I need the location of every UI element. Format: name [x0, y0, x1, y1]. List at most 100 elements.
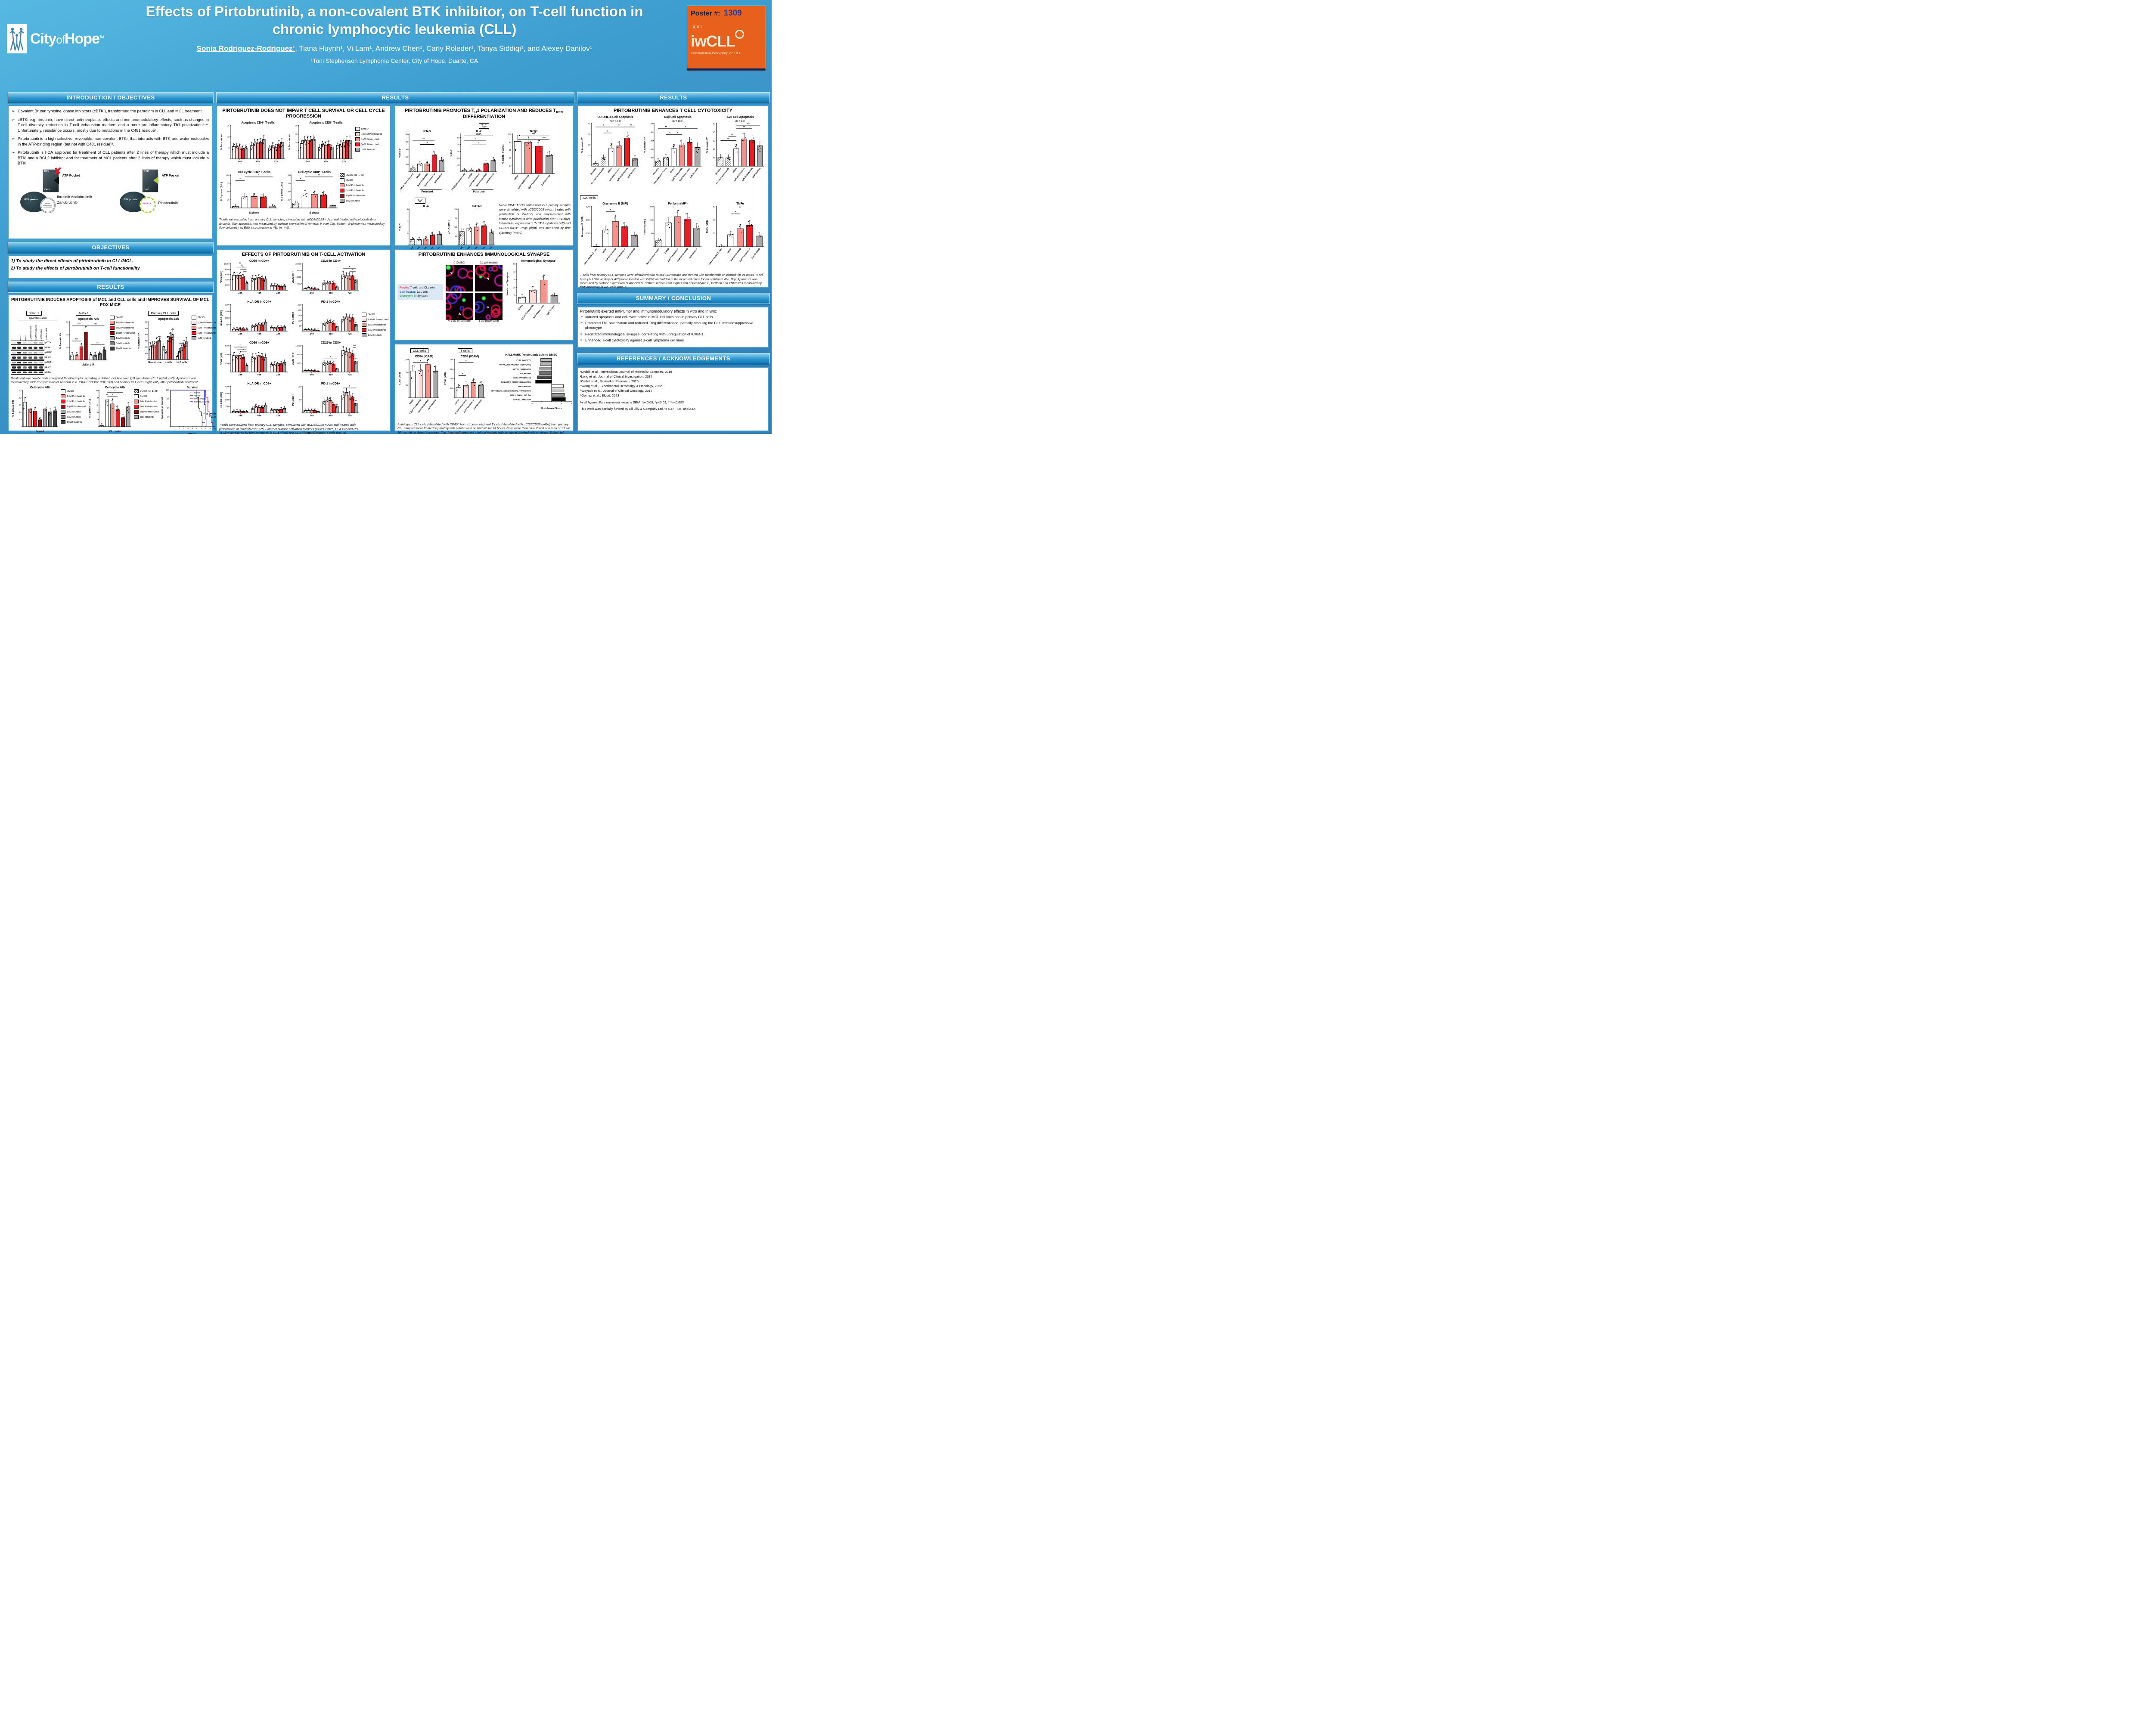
svg-text:*: * — [735, 211, 736, 214]
svg-text:40: 40 — [66, 334, 69, 336]
svg-text:** vs IB: ** vs IB — [209, 416, 217, 419]
svg-text:60: 60 — [713, 206, 716, 208]
svg-text:3000: 3000 — [586, 206, 591, 208]
svg-text:2000: 2000 — [225, 399, 230, 401]
tsurv-caption: T-cells were isolated from primary CLL s… — [219, 217, 385, 230]
poster-number-label: Poster #: — [691, 10, 720, 17]
svg-text:24h: 24h — [238, 333, 242, 335]
cellcycle-cll-chart: Cell cycle 48h 2 4 6 8 10 % S-phase (EdU) * * CLL… — [87, 385, 133, 434]
svg-text:75: 75 — [288, 183, 290, 185]
svg-text:24h: 24h — [310, 374, 313, 376]
svg-text:800: 800 — [450, 359, 453, 361]
list-item: 2) To study the effects of pirtobrutinib… — [11, 265, 140, 271]
legend-item: 5uM Ibrutinib — [61, 415, 87, 419]
red-x-icon: ✘ — [53, 165, 62, 177]
svg-text:Apoptosis 72h: Apoptosis 72h — [78, 318, 99, 321]
a20-cells-label: A20 cells — [580, 195, 599, 201]
legend-cll6: DMSO (no IL-21) DMSO 1uM Pirtobrutinib 5uM … — [133, 385, 159, 419]
objectives-panel: 1) To study the direct effects of pirtob… — [8, 255, 213, 279]
svg-text:50: 50 — [406, 133, 408, 136]
svg-text:2: 2 — [179, 428, 180, 430]
raji-apoptosis-chart: Raji Cell Apoptosis (E:T 10:1) 10 20 30 40 50%… — [642, 115, 704, 193]
stain-legend: F-actin: T cells and CLL cells Cell Track… — [397, 284, 443, 301]
iwcll-logo: XXI iwCLL International Workshop on CLL — [691, 25, 762, 55]
svg-text:25: 25 — [227, 199, 230, 201]
svg-text:4: 4 — [96, 411, 98, 413]
legend-item: 1uM Pirtobrutinib — [355, 137, 386, 142]
act6-svg: CD25 in CD8+ 5000 10000 15000 CD25 (MFI) 24h 4… — [292, 341, 359, 376]
svg-text:*: * — [156, 337, 158, 340]
svg-text:0.05: 0.05 — [476, 133, 481, 136]
list-item: cBTKi e.g. ibrutinib, have direct anti-n… — [12, 117, 209, 133]
svg-text:***: *** — [167, 336, 170, 339]
svg-text:1µM Pirtobrutinib: 1µM Pirtobrutinib — [533, 304, 545, 319]
svg-text:10: 10 — [713, 157, 716, 159]
t3-svg: A20 Cell Apoptosis(E:T 1:5) 10 20 30 40 50 % A… — [706, 116, 764, 185]
svg-text:**: ** — [318, 175, 320, 177]
svg-text:**: ** — [422, 138, 425, 141]
synapse-caption: Autologous CLL cells (stimulated with CD… — [397, 422, 570, 434]
svg-text:Weeks: Weeks — [189, 433, 197, 434]
svg-text:1µM Ibrutinib: 1µM Ibrutinib — [752, 167, 761, 179]
legend-item: 100nM Pirtobrutinib — [355, 132, 386, 136]
svg-text:% S-phase (Edu): % S-phase (Edu) — [281, 182, 283, 201]
pd1-cd4-chart: PD-1 in CD4+ 50 100 150 200 250 PD-1 (MFI) 24h 4… — [291, 299, 362, 340]
legend-item: DMSO — [191, 316, 219, 319]
svg-text:**: ** — [731, 134, 733, 136]
svg-text:100: 100 — [298, 386, 301, 388]
svg-text:**: ** — [630, 125, 632, 127]
svg-text:*: * — [673, 207, 674, 209]
svg-text:-2: -2 — [531, 403, 533, 405]
svg-text:*: * — [240, 345, 241, 347]
svg-text:72h: 72h — [276, 374, 280, 376]
svg-text:30: 30 — [513, 279, 516, 281]
mcl-caption-1: Treatment with pirtobrutinib abrogated B… — [11, 376, 199, 384]
svg-text:Control: Control — [194, 392, 201, 394]
svg-text:UNFOLDED_PROTEIN_RESPONSE: UNFOLDED_PROTEIN_RESPONSE — [499, 364, 531, 366]
svg-text:Non-stroma: Non-stroma — [148, 361, 161, 364]
synapse-count-chart: Immunological Synapse 10 20 30 40 50 Number of… — [505, 258, 562, 326]
svg-text:0.09: 0.09 — [179, 343, 184, 345]
svg-text:5: 5 — [192, 428, 193, 430]
svg-text:200: 200 — [298, 309, 301, 311]
svg-text:1500: 1500 — [225, 310, 230, 313]
atp-pocket-box: BTK C481 — [42, 169, 59, 192]
svg-text:Non-activated T-cells: Non-activated T-cells — [646, 248, 660, 265]
polarization-panel: PIRTOBRUTINIB PROMOTES TH1 POLARIZATION … — [394, 105, 574, 267]
svg-text:IL-4: IL-4 — [423, 205, 429, 208]
svg-text:DMSO: DMSO — [670, 167, 675, 173]
svg-text:DMSO (Non-polarized): DMSO (Non-polarized) — [399, 173, 414, 191]
jeko-chart-block: JeKo-1 Apoptosis 72h 20 40 60 % Annexin V+ **… — [58, 309, 109, 369]
svg-text:*: * — [543, 275, 544, 278]
svg-text:40: 40 — [144, 334, 147, 336]
svg-text:DMSO: DMSO — [726, 248, 732, 254]
panel-title: PIRTOBRUTINIB DOES NOT IMPAIR T CELL SUR… — [222, 108, 385, 119]
legend-item: DMSO (no IL-21) — [340, 173, 383, 177]
svg-text:PD-1 (MFI): PD-1 (MFI) — [292, 394, 295, 406]
svg-text:***: *** — [747, 123, 750, 126]
svg-text:Vehicle: Vehicle — [194, 395, 201, 397]
legend-item: DMSO — [340, 178, 383, 183]
svg-text:CD25 (MFI): CD25 (MFI) — [292, 271, 295, 283]
svg-text:*: * — [332, 359, 333, 361]
th2-label: TH2 — [415, 198, 425, 204]
svg-text:DMSO: DMSO — [602, 248, 607, 254]
svg-text:50: 50 — [455, 235, 457, 237]
svg-text:10: 10 — [406, 163, 408, 165]
legend-pirto7: DMSO 1uM Pirtobrutinib 5uM Pirtobrutinib 10… — [110, 309, 136, 350]
legend-item: 5uM Pirtobrutinib — [355, 143, 386, 147]
svg-text:5000: 5000 — [297, 363, 301, 365]
cellcycle-jeko-chart: Cell cycle 48h 10 20 30 40 50 % S-phase (PI) Je… — [11, 385, 60, 434]
svg-text:1µM Ibrutinib: 1µM Ibrutinib — [689, 167, 699, 179]
list-item: Enhanced T-cell cytotoxicity against B-c… — [580, 338, 766, 343]
svg-text:20: 20 — [406, 156, 408, 158]
svg-text:10: 10 — [95, 390, 98, 392]
svg-text:40: 40 — [19, 397, 22, 399]
intro-section-header: INTRODUCTION / OBJECTIVES — [8, 92, 214, 103]
svg-text:*: * — [258, 175, 260, 177]
svg-text:10: 10 — [651, 157, 653, 159]
svg-text:PD-1 (MFI): PD-1 (MFI) — [292, 312, 295, 324]
svg-text:6: 6 — [96, 404, 98, 406]
svg-text:48h: 48h — [329, 333, 332, 335]
